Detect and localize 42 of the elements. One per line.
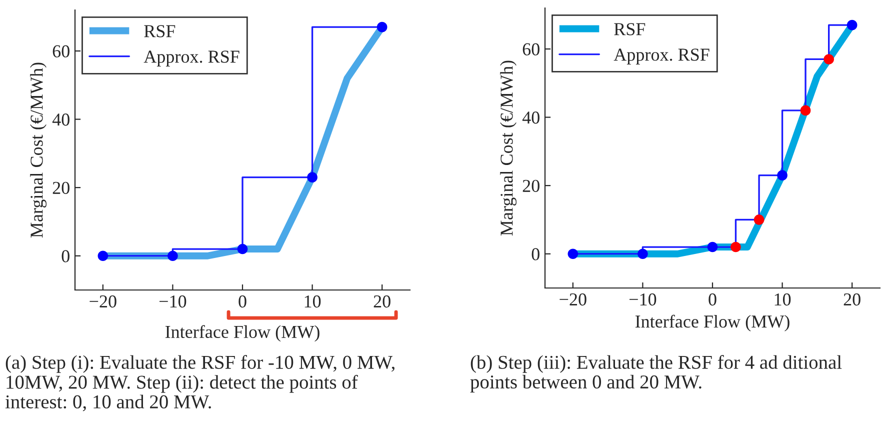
legend-label: Approx. RSF bbox=[614, 48, 710, 64]
x-tick-label: 20 bbox=[374, 295, 390, 308]
y-tick-label: 60 bbox=[52, 45, 70, 58]
x-tick-label: 0 bbox=[708, 293, 716, 306]
point bbox=[376, 22, 388, 32]
x-tick-label: 10 bbox=[304, 295, 321, 308]
point bbox=[800, 105, 811, 116]
point bbox=[98, 250, 108, 262]
y-tick-label: 0 bbox=[62, 250, 70, 262]
x-tick-label: 0 bbox=[238, 295, 246, 308]
legend-label: Approx. RSF bbox=[144, 50, 240, 66]
y-tick-label: 0 bbox=[532, 248, 540, 260]
y-tick-label: 20 bbox=[52, 182, 70, 194]
y-tick-label: 60 bbox=[522, 43, 540, 56]
y-tick-label: 40 bbox=[522, 112, 540, 124]
x-tick-label: −20 bbox=[90, 295, 116, 308]
x-axis-title: Interface Flow (MW) bbox=[635, 314, 790, 332]
x-tick-label: −10 bbox=[629, 293, 656, 306]
point bbox=[754, 214, 764, 225]
x-tick-label: −10 bbox=[159, 295, 186, 308]
point bbox=[707, 242, 718, 252]
x-tick-label: 20 bbox=[844, 293, 860, 306]
point bbox=[824, 54, 834, 64]
text: (b) Step (iii): Evaluate the RSF for 4 ad ditional points between 0 and 20 MW. bbox=[470, 355, 842, 392]
point bbox=[568, 248, 578, 260]
x-tick-label: −20 bbox=[560, 293, 586, 306]
legend-label: RSF bbox=[144, 25, 176, 38]
y-tick-label: 40 bbox=[52, 114, 70, 126]
point bbox=[777, 170, 788, 180]
point bbox=[307, 172, 318, 182]
point bbox=[237, 244, 248, 254]
x-axis-title: Interface Flow (MW) bbox=[165, 325, 320, 342]
x-tick-label: 10 bbox=[774, 293, 791, 306]
y-axis-title: Marginal Cost (€/MWh) bbox=[500, 60, 517, 236]
text: (a) Step (i): Evaluate the RSF for -10 MW, 0 MW, 10MW, 20 MW. Step (ii): detect the points of interest: 0, 10 and 20 MW. bbox=[5, 355, 394, 412]
point bbox=[846, 20, 858, 30]
legend-label: RSF bbox=[614, 23, 646, 36]
point bbox=[638, 248, 648, 260]
point bbox=[168, 250, 178, 262]
point bbox=[730, 242, 741, 252]
y-tick-label: 20 bbox=[522, 180, 540, 192]
y-axis-title: Marginal Cost (€/MWh) bbox=[30, 62, 47, 238]
